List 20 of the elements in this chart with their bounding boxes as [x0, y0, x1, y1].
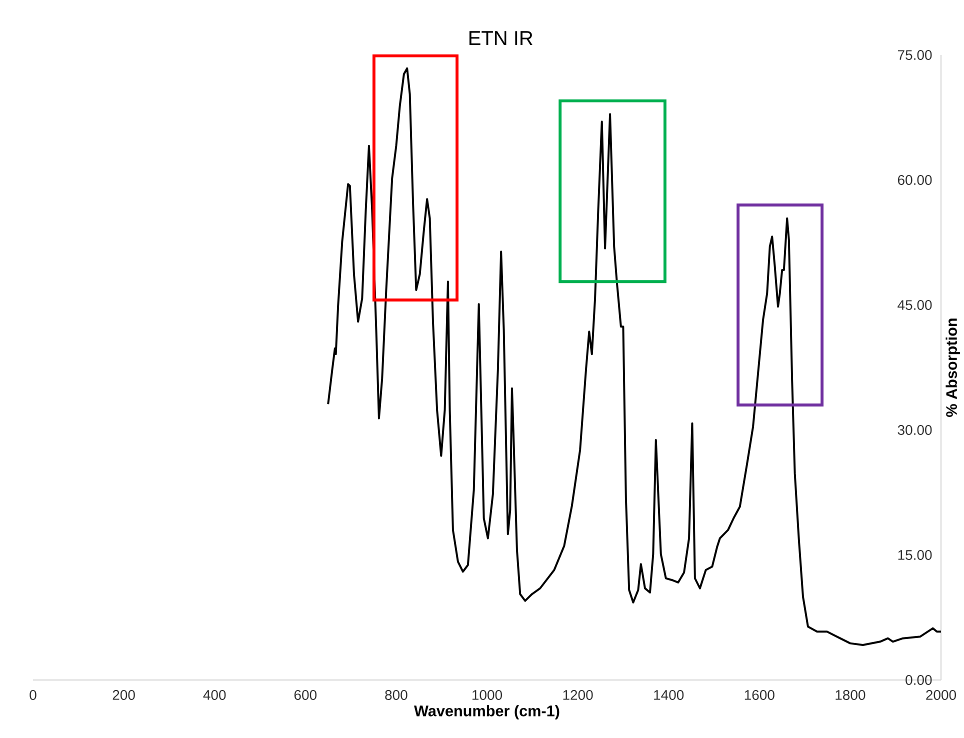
y-axis-title: % Absorption [946, 318, 960, 417]
x-tick-label: 1600 [744, 690, 774, 700]
y-tick-label: 30.00 [898, 425, 932, 435]
y-tick-label: 45.00 [898, 300, 932, 310]
x-tick-label: 2000 [926, 690, 956, 700]
y-tick-label: 15.00 [898, 550, 932, 560]
x-tick-label: 1200 [563, 690, 593, 700]
y-tick-label: 60.00 [898, 175, 932, 185]
x-axis-title: Wavenumber (cm-1) [414, 705, 560, 720]
x-tick-label: 1800 [836, 690, 866, 700]
x-tick-label: 1000 [472, 690, 502, 700]
x-tick-label: 600 [294, 690, 317, 700]
x-tick-label: 200 [112, 690, 135, 700]
y-tick-label: 0.00 [906, 675, 932, 685]
chart-title: ETN IR [469, 31, 532, 45]
x-tick-label: 400 [203, 690, 226, 700]
x-tick-label: 1400 [654, 690, 684, 700]
x-tick-label: 0 [30, 690, 36, 700]
y-tick-label: 75.00 [898, 50, 932, 60]
x-tick-label: 800 [385, 690, 408, 700]
